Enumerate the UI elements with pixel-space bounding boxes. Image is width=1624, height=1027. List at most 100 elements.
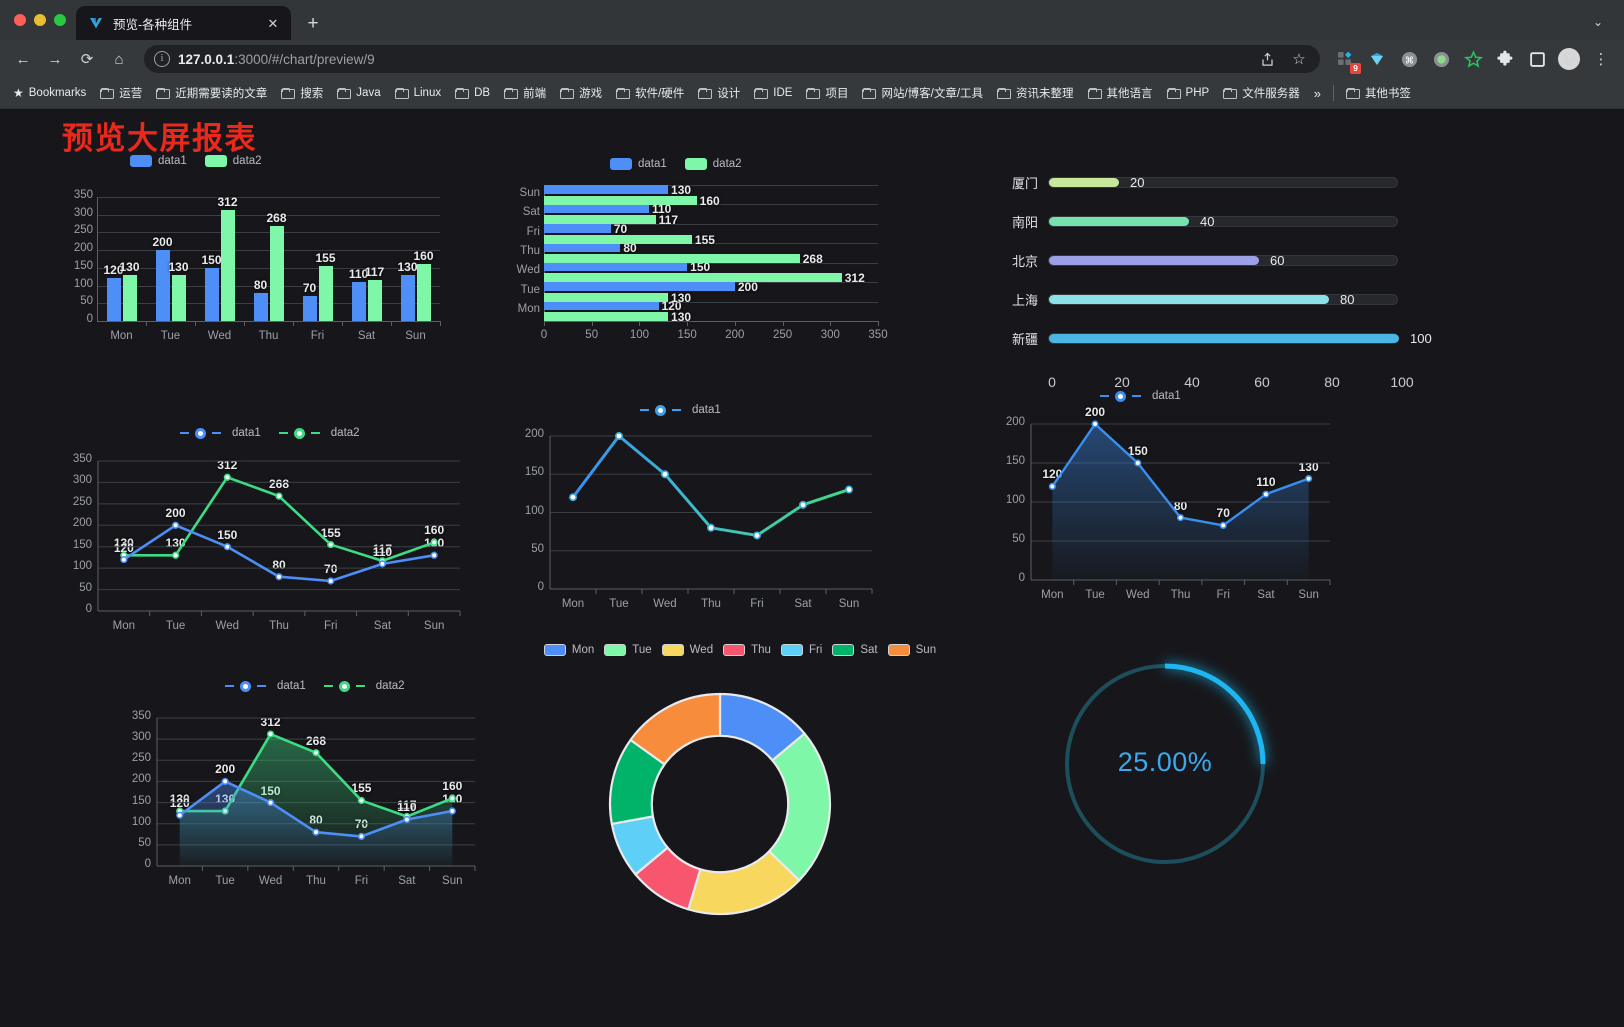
command-circle-icon[interactable]: ⌘	[1394, 44, 1424, 74]
bar[interactable]	[544, 312, 669, 322]
data-point[interactable]	[223, 543, 231, 551]
data-point[interactable]	[1048, 482, 1056, 490]
data-point[interactable]	[275, 573, 283, 581]
minimize-window-button[interactable]	[34, 14, 46, 26]
green-circle-icon[interactable]	[1426, 44, 1456, 74]
info-circle-icon[interactable]: i	[154, 51, 170, 67]
data-point[interactable]	[357, 796, 366, 805]
data-point[interactable]	[1219, 521, 1227, 529]
data-point[interactable]	[844, 485, 853, 494]
data-point[interactable]	[1305, 474, 1313, 483]
data-point[interactable]	[221, 777, 229, 786]
bar[interactable]	[318, 266, 333, 321]
bar[interactable]	[544, 273, 842, 283]
data-point[interactable]	[171, 521, 180, 529]
bar[interactable]	[269, 226, 284, 321]
progress-track[interactable]: 60	[1048, 253, 1398, 268]
bar[interactable]	[416, 264, 431, 321]
bar[interactable]	[204, 267, 219, 321]
bookmark-folder[interactable]: 软件/硬件	[609, 82, 691, 104]
bar[interactable]	[155, 250, 170, 321]
legend-item-tue[interactable]: Tue	[604, 644, 652, 656]
bar[interactable]	[302, 296, 317, 321]
bookmark-folder[interactable]: 运营	[93, 82, 149, 104]
progress-track[interactable]: 20	[1048, 175, 1398, 190]
data-point[interactable]	[1091, 420, 1099, 428]
bar[interactable]	[544, 292, 669, 302]
bar[interactable]	[544, 204, 649, 214]
bookmark-folder[interactable]: 近期需要读的文章	[149, 82, 274, 104]
bookmark-folder[interactable]: 网站/博客/文章/工具	[855, 82, 990, 104]
data-point[interactable]	[448, 807, 456, 815]
profile-avatar[interactable]: 😀	[1554, 44, 1584, 74]
data-point[interactable]	[430, 538, 438, 547]
bar[interactable]	[544, 301, 659, 311]
bookmark-overflow-button[interactable]: »	[1313, 85, 1321, 101]
legend-item-data1[interactable]: data1	[180, 427, 261, 439]
reload-icon[interactable]: ⟳	[80, 51, 94, 68]
progress-track[interactable]: 40	[1048, 214, 1398, 229]
bookmark-bar-root[interactable]: ★ Bookmarks	[6, 83, 93, 103]
data-point[interactable]	[327, 577, 335, 585]
bookmark-folder[interactable]: IDE	[747, 84, 799, 102]
forward-arrow-icon[interactable]: →	[47, 50, 63, 68]
bar[interactable]	[544, 281, 735, 291]
legend-item-data2[interactable]: data2	[204, 155, 262, 167]
data-point[interactable]	[275, 492, 283, 500]
bookmark-folder[interactable]: 文件服务器	[1216, 82, 1307, 104]
data-point[interactable]	[661, 470, 670, 479]
data-point[interactable]	[403, 815, 411, 824]
data-point[interactable]	[223, 473, 231, 481]
bar[interactable]	[106, 278, 121, 321]
bar[interactable]	[253, 292, 268, 321]
line-series[interactable]	[122, 475, 436, 563]
legend-item-thu[interactable]: Thu	[723, 644, 771, 656]
new-tab-button[interactable]: +	[307, 12, 319, 34]
data-point[interactable]	[707, 523, 716, 532]
legend-item-data2[interactable]: data2	[323, 680, 405, 692]
line-series[interactable]	[571, 434, 851, 537]
browser-menu-icon[interactable]: ⋮	[1593, 51, 1609, 68]
bar[interactable]	[544, 262, 688, 272]
legend-item-data2[interactable]: data2	[684, 158, 742, 170]
legend-item-data1[interactable]: data1	[1100, 390, 1181, 402]
progress-track[interactable]: 80	[1048, 292, 1398, 307]
bar[interactable]	[367, 279, 382, 321]
bar[interactable]	[544, 234, 692, 244]
bar[interactable]	[544, 215, 656, 225]
legend-item-mon[interactable]: Mon	[543, 644, 594, 656]
bookmark-folder[interactable]: DB	[448, 84, 497, 102]
puzzle-piece-icon[interactable]	[1490, 44, 1520, 74]
bookmark-folder[interactable]: 设计	[691, 82, 747, 104]
data-point[interactable]	[753, 531, 762, 540]
bookmark-folder[interactable]: 项目	[799, 82, 855, 104]
bar[interactable]	[351, 282, 366, 321]
pie-slice[interactable]	[629, 692, 722, 766]
bar[interactable]	[122, 274, 137, 321]
data-point[interactable]	[378, 560, 387, 568]
data-point[interactable]	[312, 749, 320, 757]
legend-item-fri[interactable]: Fri	[780, 644, 822, 656]
close-tab-button[interactable]: ✕	[267, 15, 279, 31]
data-point[interactable]	[430, 551, 438, 559]
bookmark-folder[interactable]: 前端	[497, 82, 553, 104]
bookmark-folder[interactable]: PHP	[1160, 84, 1217, 102]
pie-slice[interactable]	[767, 732, 832, 882]
progress-track[interactable]: 100	[1048, 331, 1432, 346]
data-point[interactable]	[1134, 459, 1142, 467]
data-point[interactable]	[569, 493, 578, 502]
bookmark-folder[interactable]: 资讯未整理	[990, 82, 1081, 104]
back-arrow-icon[interactable]: ←	[15, 50, 31, 68]
bookmark-folder[interactable]: Linux	[388, 84, 449, 102]
address-bar[interactable]: i 127.0.0.1:3000/#/chart/preview/9 ☆	[144, 45, 1320, 73]
legend-item-sun[interactable]: Sun	[887, 644, 936, 656]
chevron-down-icon[interactable]: ⌄	[1592, 15, 1604, 29]
data-point[interactable]	[615, 432, 624, 441]
data-point[interactable]	[120, 555, 128, 564]
bookmark-folder[interactable]: Java	[330, 84, 387, 102]
line-series[interactable]	[122, 523, 436, 583]
legend-item-data1[interactable]: data1	[640, 404, 721, 416]
data-point[interactable]	[798, 500, 807, 509]
data-point[interactable]	[176, 811, 184, 819]
bookmark-folder[interactable]: 游戏	[553, 82, 609, 104]
